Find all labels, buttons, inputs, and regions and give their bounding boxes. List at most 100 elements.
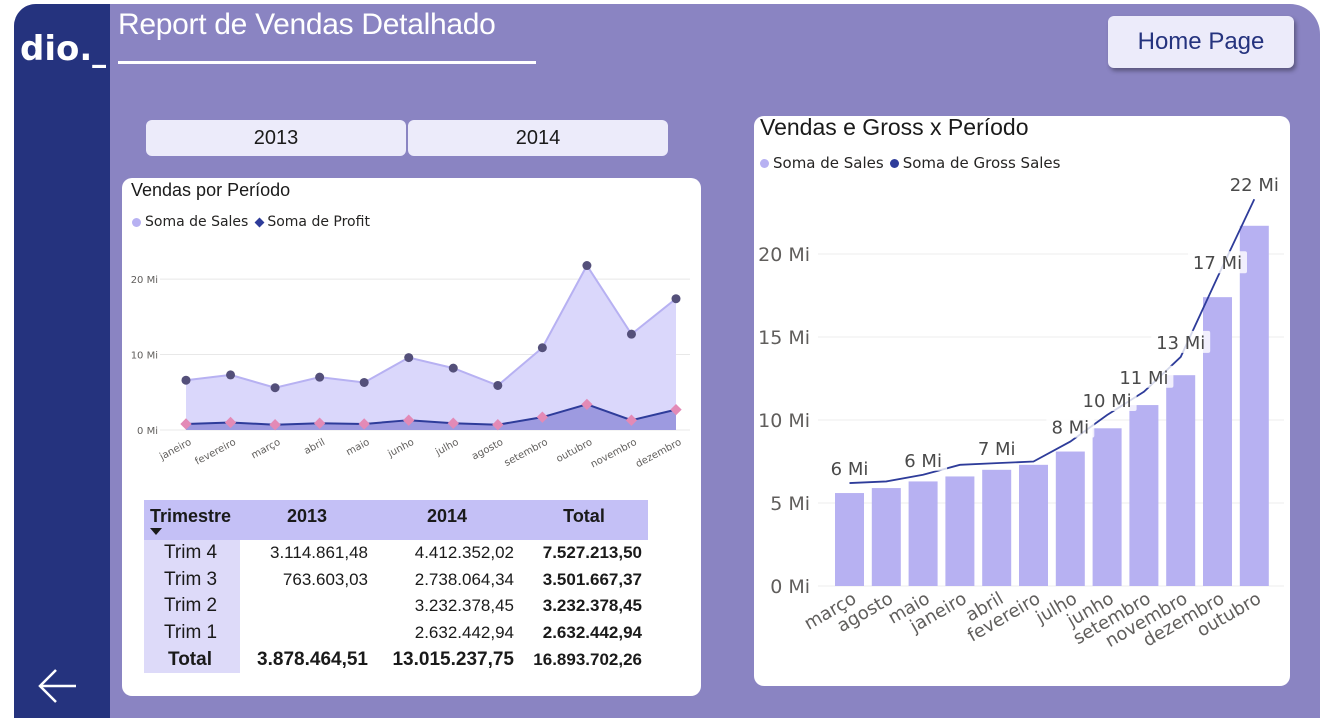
legend-label-sales: Soma de Sales <box>145 214 249 230</box>
x-tick-label: novembro <box>589 437 639 470</box>
x-tick-label: julho <box>433 437 461 459</box>
row-label: Trim 3 <box>144 566 240 594</box>
x-tick-label: março <box>250 437 283 461</box>
sales-line <box>185 263 677 389</box>
cell-total: 3.232.378,45 <box>542 596 642 616</box>
sales-point <box>448 363 458 373</box>
y-tick-label: 15 Mi <box>758 327 810 349</box>
sales-bar <box>871 488 901 586</box>
table-row: Trim 3 763.603,03 2.738.064,34 3.501.667… <box>144 566 648 594</box>
table-total-row: Total 3.878.464,51 13.015.237,75 16.893.… <box>144 646 648 673</box>
profit-point <box>403 414 415 426</box>
sales-point <box>671 294 681 304</box>
profit-point <box>358 418 370 430</box>
legend-label-gross: Soma de Gross Sales <box>902 154 1061 172</box>
x-tick-label: dezembro <box>634 437 683 470</box>
sales-gross-legend: Soma de Sales Soma de Gross Sales <box>760 154 1060 172</box>
sales-by-period-chart[interactable]: 0 Mi 10 Mi 20 Mi janeiro fevereiro março abril… <box>122 178 701 488</box>
legend-label-profit: Soma de Profit <box>267 214 370 230</box>
cell-2014: 2.738.064,34 <box>414 569 514 589</box>
y-tick-label: 20 Mi <box>131 275 158 286</box>
y-tick-label: 10 Mi <box>131 351 158 362</box>
cell-2014: 4.412.352,02 <box>414 543 514 563</box>
sales-point <box>315 372 325 382</box>
arrow-left-icon[interactable] <box>36 664 80 708</box>
data-label-bg <box>1224 173 1284 196</box>
column-header-2014[interactable]: 2014 <box>374 500 520 540</box>
page-title: Report de Vendas Detalhado <box>118 8 496 41</box>
x-tick-label: abril <box>302 437 327 457</box>
sales-gross-chart[interactable]: 0 Mi 5 Mi 10 Mi 15 Mi 20 Mi 6 Mi 6 Mi 7 Mi 8 Mi 1… <box>754 116 1290 686</box>
profit-area <box>186 404 676 430</box>
y-tick-label: 20 Mi <box>758 244 810 266</box>
data-label: 6 Mi <box>831 459 869 480</box>
legend-item-sales[interactable]: Soma de Sales <box>132 214 248 230</box>
column-header-2013[interactable]: 2013 <box>240 500 374 540</box>
profit-point <box>447 417 459 429</box>
svg-text:dio._: dio._ <box>20 30 106 69</box>
sales-bar <box>1239 225 1269 586</box>
title-underline <box>118 61 536 64</box>
x-tick-label: junho <box>385 437 416 460</box>
data-label: 17 Mi <box>1193 253 1242 274</box>
profit-line <box>185 403 677 426</box>
row-label: Trim 1 <box>144 619 240 647</box>
home-page-button[interactable]: Home Page <box>1108 16 1294 68</box>
profit-point <box>625 414 638 426</box>
cell-2013: 3.114.861,48 <box>270 543 368 563</box>
legend-label-sales: Soma de Sales <box>773 154 884 172</box>
sales-gross-title: Vendas e Gross x Período <box>760 116 1029 140</box>
x-tick-label: setembro <box>503 437 550 469</box>
data-label-bg <box>1077 389 1137 412</box>
sales-point <box>359 377 369 387</box>
profit-point <box>180 418 192 430</box>
column-header-trimestre[interactable]: Trimestre <box>144 500 240 540</box>
caret-down-icon <box>150 528 162 535</box>
sales-point <box>270 383 280 393</box>
cell-total: 2.632.442,94 <box>542 623 642 643</box>
column-header-label: Trimestre <box>150 506 232 526</box>
data-label-bg <box>899 448 948 471</box>
row-label: Trim 2 <box>144 593 240 620</box>
cell-2013 <box>240 620 374 647</box>
quarter-matrix-table: Trimestre 2013 2014 Total Trim 4 3.114.8… <box>144 500 648 673</box>
sales-bar <box>1166 375 1196 586</box>
data-label: 7 Mi <box>978 439 1016 460</box>
y-tick-label: 10 Mi <box>758 410 810 432</box>
legend-item-gross[interactable]: Soma de Gross Sales <box>889 154 1061 172</box>
x-tick-label: janeiro <box>157 437 193 463</box>
cell-2014: 3.232.378,45 <box>414 596 514 616</box>
column-header-total[interactable]: Total <box>520 500 648 540</box>
sales-bar <box>1092 428 1122 586</box>
profit-point <box>670 403 682 416</box>
sales-bar <box>908 481 938 586</box>
table-row: Trim 1 2.632.442,94 2.632.442,94 <box>144 619 648 647</box>
sales-point <box>626 329 636 339</box>
sales-bar <box>982 469 1012 586</box>
data-label: 13 Mi <box>1156 333 1205 354</box>
data-label: 8 Mi <box>1051 418 1089 439</box>
sales-point <box>226 370 236 380</box>
circle-icon <box>889 158 899 168</box>
profit-point <box>536 411 549 423</box>
sales-bar <box>1129 405 1159 586</box>
sales-point <box>493 380 503 390</box>
year-2014-button[interactable]: 2014 <box>408 120 668 156</box>
profit-point <box>269 419 281 431</box>
row-label-total: Total <box>144 646 240 673</box>
cell-2014: 2.632.442,94 <box>414 623 514 643</box>
cell-2013 <box>240 593 374 620</box>
table-row: Trim 4 3.114.861,48 4.412.352,02 7.527.2… <box>144 540 648 567</box>
data-label: 11 Mi <box>1119 368 1168 389</box>
sales-area <box>186 265 676 430</box>
y-tick-label: 0 Mi <box>770 576 810 598</box>
x-tick-label: agosto <box>470 437 505 463</box>
y-tick-label: 0 Mi <box>137 426 158 437</box>
data-label-bg <box>825 457 874 480</box>
year-2013-button[interactable]: 2013 <box>146 120 406 156</box>
cell-2013-total: 3.878.464,51 <box>257 648 368 670</box>
legend-item-sales[interactable]: Soma de Sales <box>760 154 884 172</box>
profit-point <box>581 398 593 411</box>
legend-item-profit[interactable]: Soma de Profit <box>254 214 370 230</box>
row-label: Trim 4 <box>144 540 240 567</box>
